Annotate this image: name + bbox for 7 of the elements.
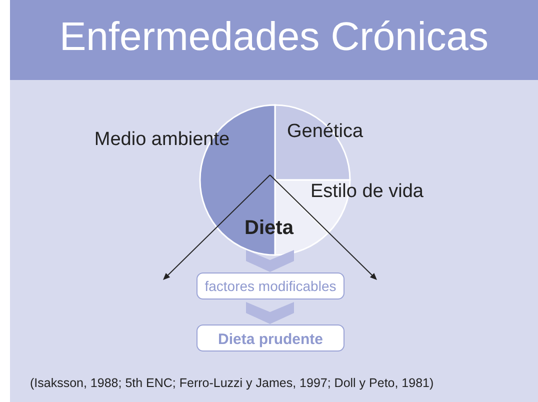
slice-label: Estilo de vida bbox=[310, 181, 424, 202]
text: (Isaksson, 1988; 5th ENC; Ferro-Luzzi y James, 1997; Doll y Peto, 1981) bbox=[30, 376, 434, 390]
text: Dieta prudente bbox=[218, 331, 324, 348]
text: factores modificables bbox=[204, 278, 336, 294]
slice-label: Genética bbox=[286, 121, 364, 142]
slice-label: Medio ambiente bbox=[94, 129, 230, 150]
chart-title: Enfermedades Crónicas bbox=[58, 14, 490, 61]
